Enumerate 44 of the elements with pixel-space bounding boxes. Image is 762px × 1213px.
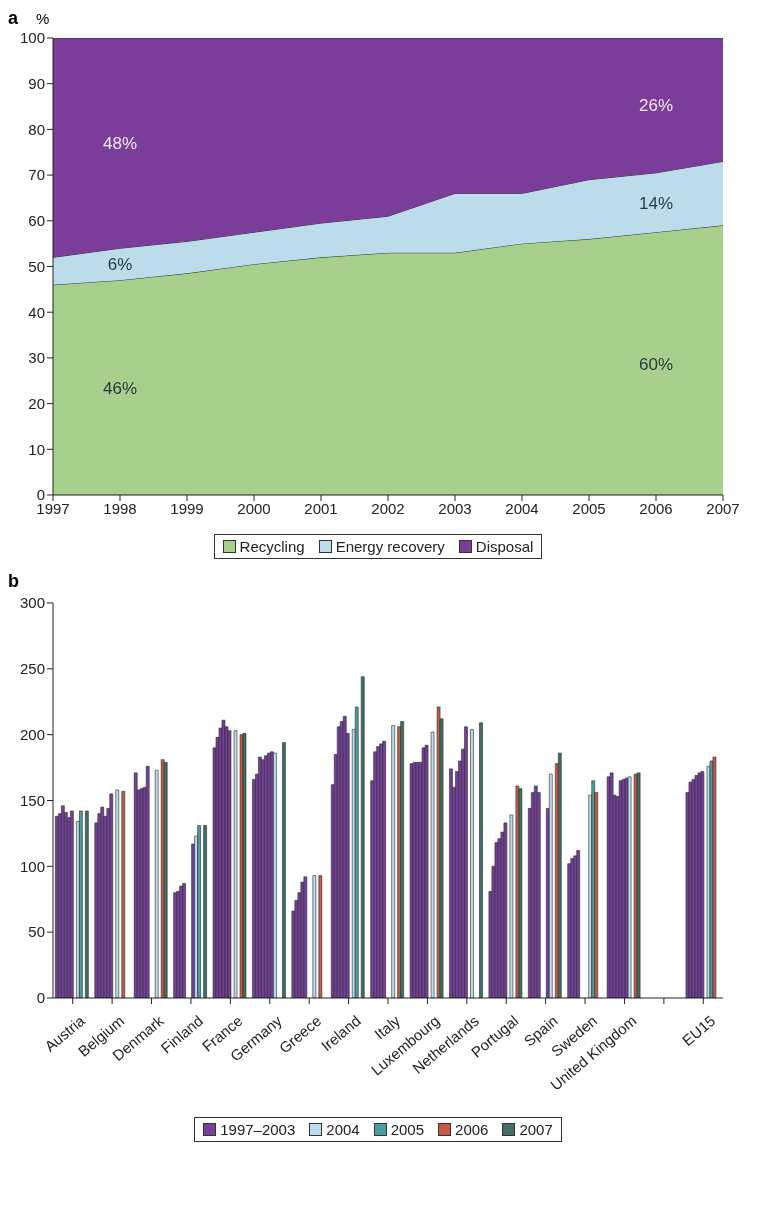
y-tick-label: 200 (19, 725, 45, 743)
y-tick-label: 90 (28, 75, 45, 93)
y-tick-label: 80 (28, 120, 45, 138)
chart-title: b (8, 571, 19, 592)
legend-label: 2007 (519, 1121, 553, 1138)
annotation: 6% (107, 255, 133, 275)
legend-label: Recycling (239, 538, 305, 555)
y-tick-label: 70 (28, 166, 45, 184)
legend-label: 1997–2003 (220, 1121, 296, 1138)
y-tick-label: 300 (19, 594, 45, 612)
x-tick-label: 1999 (170, 499, 204, 517)
y-tick-label: 60 (28, 212, 45, 230)
legend-label: 2006 (455, 1121, 489, 1138)
x-tick-label: 2007 (706, 499, 740, 517)
y-tick-label: 150 (19, 791, 45, 809)
annotation: 60% (638, 354, 674, 374)
x-tick-label: 2006 (639, 499, 673, 517)
legend-label: 2004 (326, 1121, 360, 1138)
annotation: 26% (638, 96, 674, 116)
y-tick-label: 20 (28, 394, 45, 412)
y-tick-label: 100 (19, 29, 45, 47)
x-tick-label: 1998 (103, 499, 137, 517)
y-axis-title: % (36, 10, 50, 27)
y-tick-label: 40 (28, 303, 45, 321)
legend-label: 2005 (390, 1121, 425, 1138)
annotation: 48% (102, 134, 138, 154)
legend-label: Disposal (475, 538, 534, 555)
chart-title: a (8, 8, 19, 29)
y-tick-label: 50 (28, 923, 45, 941)
y-tick-label: 250 (19, 660, 45, 678)
annotation: 46% (102, 378, 138, 398)
y-tick-label: 0 (36, 989, 45, 1007)
x-tick-label: 2004 (505, 499, 539, 517)
x-tick-label: 2002 (371, 499, 405, 517)
annotation: 14% (638, 193, 674, 213)
x-tick-label: 2003 (438, 499, 472, 517)
y-tick-label: 100 (19, 857, 45, 875)
x-tick-label: 2000 (237, 499, 271, 517)
y-tick-label: 10 (28, 440, 45, 458)
legend-label: Energy recovery (335, 538, 445, 555)
x-tick-label: 2001 (304, 499, 338, 517)
y-tick-label: 30 (28, 349, 45, 367)
y-tick-label: 50 (28, 257, 45, 275)
x-tick-label: 2005 (572, 499, 606, 517)
